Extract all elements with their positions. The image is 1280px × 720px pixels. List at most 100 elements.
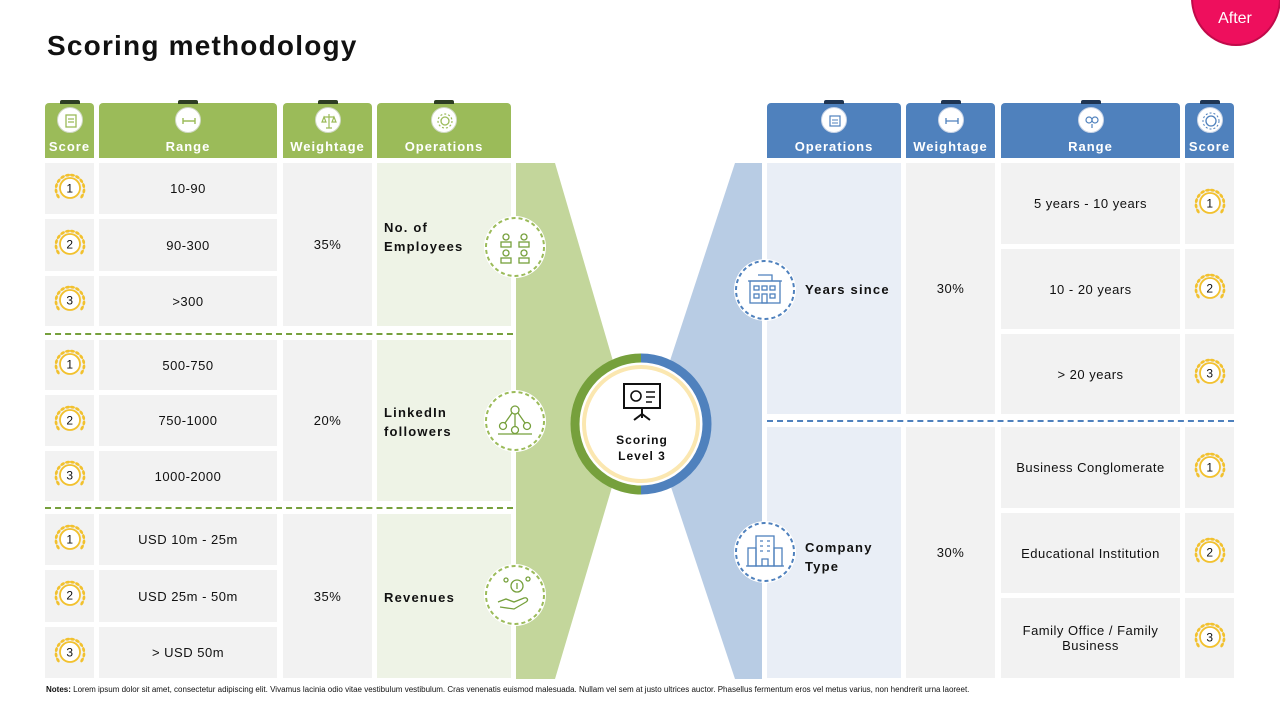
score-number: 1 (1206, 460, 1213, 474)
header-weightage-right: Weightage (906, 100, 995, 158)
score-number: 1 (1206, 196, 1213, 210)
score-number: 2 (1206, 546, 1213, 560)
score-medal: 2 (45, 570, 94, 622)
operation-label: LinkedIn followers (384, 405, 452, 439)
range-cell: >300 (99, 276, 277, 326)
employees-icon (484, 216, 546, 278)
notes: Notes: Lorem ipsum dolor sit amet, conse… (46, 684, 996, 695)
group-divider (767, 420, 1234, 422)
range-cell: USD 10m - 25m (99, 514, 277, 565)
office-building-icon (734, 521, 796, 583)
weightage-cell: 35% (283, 163, 372, 326)
score-medal: 1 (45, 514, 94, 565)
presentation-icon (620, 380, 664, 424)
header-score-right: Score (1185, 100, 1234, 158)
score-medal: 3 (1185, 598, 1234, 678)
score-number: 3 (1206, 367, 1213, 381)
notes-label: Notes: (46, 685, 71, 694)
score-number: 3 (66, 469, 73, 483)
header-range-left: Range (99, 100, 277, 158)
header-range-right: Range (1001, 100, 1180, 158)
header-weightage-label: Weightage (290, 139, 365, 154)
score-number: 2 (66, 589, 73, 603)
score-medal: 2 (45, 219, 94, 271)
operation-label: Years since (805, 282, 890, 297)
operation-label: Company Type (805, 540, 873, 574)
header-range-label: Range (1068, 139, 1113, 154)
weightage-cell: 30% (906, 163, 995, 414)
notes-text: Lorem ipsum dolor sit amet, consectetur … (73, 685, 970, 694)
laurel-icon: 2 (1194, 273, 1225, 299)
header-score-label: Score (1188, 139, 1231, 154)
header-score-left: Score (45, 100, 94, 158)
header-operations-label: Operations (794, 139, 874, 154)
range-cell: 10-90 (99, 163, 277, 214)
money-hand-icon (484, 564, 546, 626)
operation-label: No. of Employees (384, 220, 464, 254)
laurel-icon: 3 (54, 460, 85, 486)
range-cell: 10 - 20 years (1001, 249, 1180, 329)
laurel-icon: 1 (1194, 188, 1225, 214)
range-cell: Educational Institution (1001, 513, 1180, 593)
weightage-cell: 20% (283, 340, 372, 501)
page-title: Scoring methodology (47, 30, 358, 61)
header-operations-right: Operations (767, 100, 901, 158)
laurel-icon: 1 (54, 173, 85, 199)
score-number: 2 (66, 413, 73, 427)
score-medal: 1 (1185, 427, 1234, 508)
score-medal: 3 (1185, 334, 1234, 414)
after-badge-label: After (1218, 10, 1252, 27)
laurel-icon: 1 (54, 524, 85, 550)
laurel-icon: 2 (54, 580, 85, 606)
score-number: 1 (66, 358, 73, 372)
header-operations-label: Operations (404, 139, 484, 154)
score-number: 2 (66, 238, 73, 252)
range-cell: Family Office / Family Business (1001, 598, 1180, 678)
weightage-cell: 35% (283, 514, 372, 678)
range-cell: USD 25m - 50m (99, 570, 277, 622)
score-medal: 2 (1185, 249, 1234, 329)
laurel-icon: 2 (54, 229, 85, 255)
laurel-icon: 2 (1194, 537, 1225, 563)
gear-header-icon (821, 107, 847, 133)
range-header-icon (1077, 107, 1104, 133)
range-cell: 500-750 (99, 340, 277, 390)
operation-label: Revenues (384, 590, 456, 605)
laurel-icon: 3 (1194, 622, 1225, 648)
score-number: 3 (1206, 631, 1213, 645)
score-number: 1 (66, 181, 73, 195)
range-cell: > 20 years (1001, 334, 1180, 414)
laurel-icon: 3 (54, 285, 85, 311)
header-weightage-left: Weightage (283, 100, 372, 158)
range-cell: > USD 50m (99, 627, 277, 678)
score-number: 2 (1206, 282, 1213, 296)
left-funnel-shape (516, 163, 620, 679)
building-icon (734, 259, 796, 321)
score-medal: 1 (45, 163, 94, 214)
score-number: 3 (66, 294, 73, 308)
group-divider (45, 507, 513, 509)
network-icon (484, 390, 546, 452)
score-medal: 1 (1185, 163, 1234, 244)
weightage-cell: 30% (906, 427, 995, 678)
gear-header-icon (431, 107, 457, 133)
score-medal: 2 (1185, 513, 1234, 593)
laurel-icon: 2 (54, 405, 85, 431)
scale-header-icon (937, 107, 964, 133)
score-header-icon (1196, 107, 1223, 133)
header-weightage-label: Weightage (913, 139, 988, 154)
range-cell: 1000-2000 (99, 451, 277, 501)
score-header-icon (56, 107, 83, 133)
scale-header-icon (314, 107, 341, 133)
range-header-icon (175, 107, 201, 133)
laurel-icon: 3 (54, 637, 85, 663)
score-number: 1 (66, 532, 73, 546)
group-divider (45, 333, 513, 335)
header-score-label: Score (48, 139, 91, 154)
range-cell: 90-300 (99, 219, 277, 271)
header-range-label: Range (165, 139, 211, 154)
score-medal: 1 (45, 340, 94, 390)
score-medal: 3 (45, 627, 94, 678)
score-number: 3 (66, 645, 73, 659)
center-ring (570, 353, 712, 495)
